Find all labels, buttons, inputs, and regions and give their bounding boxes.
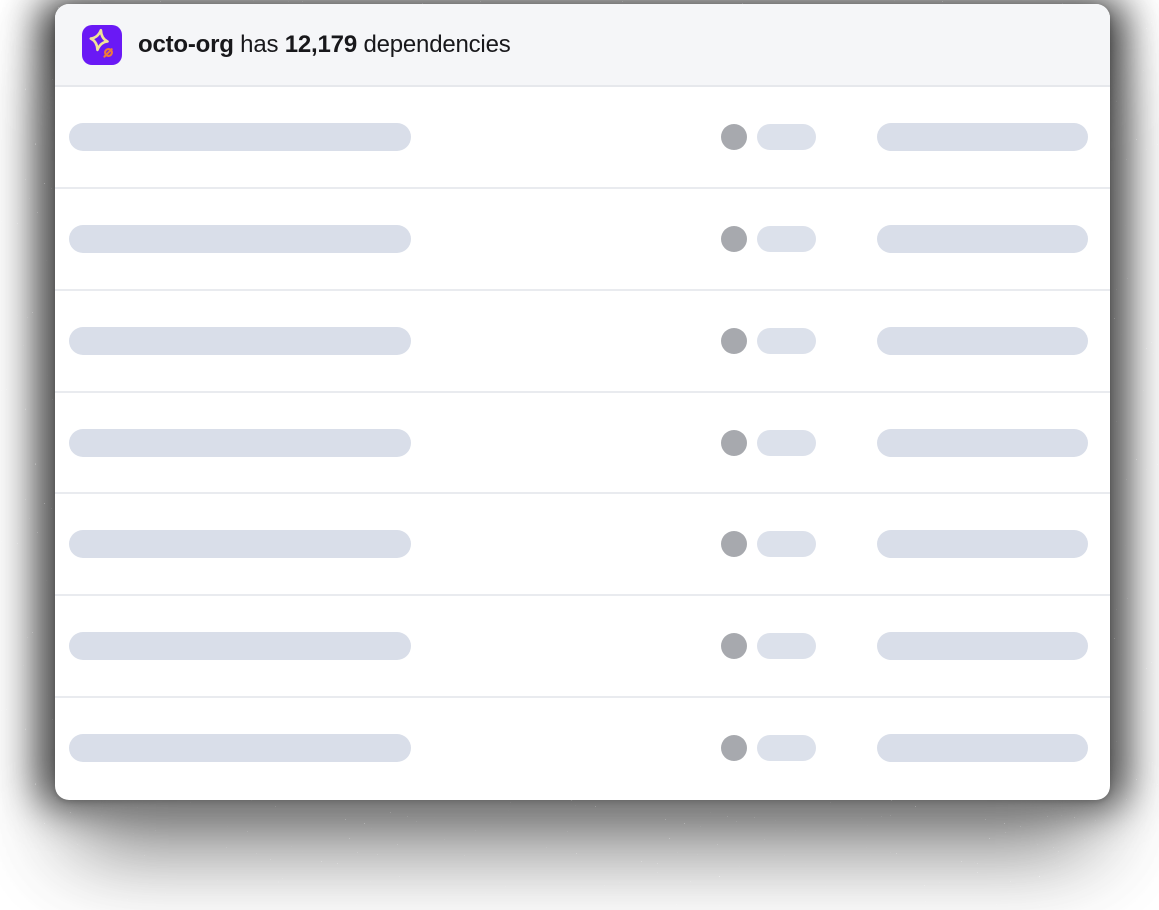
status-dot xyxy=(721,123,747,150)
dependency-row-skeleton xyxy=(55,494,1110,597)
right-placeholder-bar xyxy=(877,632,1088,661)
right-placeholder-bar xyxy=(877,428,1088,457)
right-placeholder-bar xyxy=(877,224,1088,253)
long-placeholder-bar xyxy=(69,122,411,151)
dependency-row-skeleton xyxy=(55,189,1110,291)
org-name: octo-org xyxy=(138,30,234,58)
long-placeholder-bar xyxy=(69,530,411,559)
dependency-row-skeleton xyxy=(55,393,1110,495)
status-dot xyxy=(721,327,747,354)
short-placeholder-bar xyxy=(757,123,816,150)
status-dot xyxy=(721,735,747,762)
dependencies-card: octo-org has 12,179 dependencies xyxy=(55,4,1110,800)
title-text-dependencies: dependencies xyxy=(363,30,511,58)
long-placeholder-bar xyxy=(69,224,411,253)
short-placeholder-bar xyxy=(757,633,816,660)
dependency-row-skeleton xyxy=(55,291,1110,393)
long-placeholder-bar xyxy=(69,632,411,661)
dependency-count: 12,179 xyxy=(284,30,357,58)
status-dot xyxy=(721,429,747,456)
dependency-row-skeleton xyxy=(55,596,1110,699)
right-placeholder-bar xyxy=(877,734,1088,763)
sparkle-dependencies-icon xyxy=(82,24,122,65)
status-dot xyxy=(721,531,747,558)
short-placeholder-bar xyxy=(757,735,816,762)
long-placeholder-bar xyxy=(69,326,411,355)
long-placeholder-bar xyxy=(69,428,411,457)
card-title: octo-org has 12,179 dependencies xyxy=(138,31,511,59)
dependency-list xyxy=(55,87,1110,798)
short-placeholder-bar xyxy=(757,225,816,252)
right-placeholder-bar xyxy=(877,122,1088,151)
dependency-row-skeleton xyxy=(55,698,1110,798)
right-placeholder-bar xyxy=(877,326,1088,355)
card-header: octo-org has 12,179 dependencies xyxy=(55,4,1110,87)
dependency-row-skeleton xyxy=(55,87,1110,189)
short-placeholder-bar xyxy=(757,531,816,558)
right-placeholder-bar xyxy=(877,530,1088,559)
long-placeholder-bar xyxy=(69,734,411,763)
status-dot xyxy=(721,225,747,252)
status-dot xyxy=(721,633,747,660)
title-text-has: has xyxy=(233,30,285,58)
short-placeholder-bar xyxy=(757,429,816,456)
short-placeholder-bar xyxy=(757,327,816,354)
